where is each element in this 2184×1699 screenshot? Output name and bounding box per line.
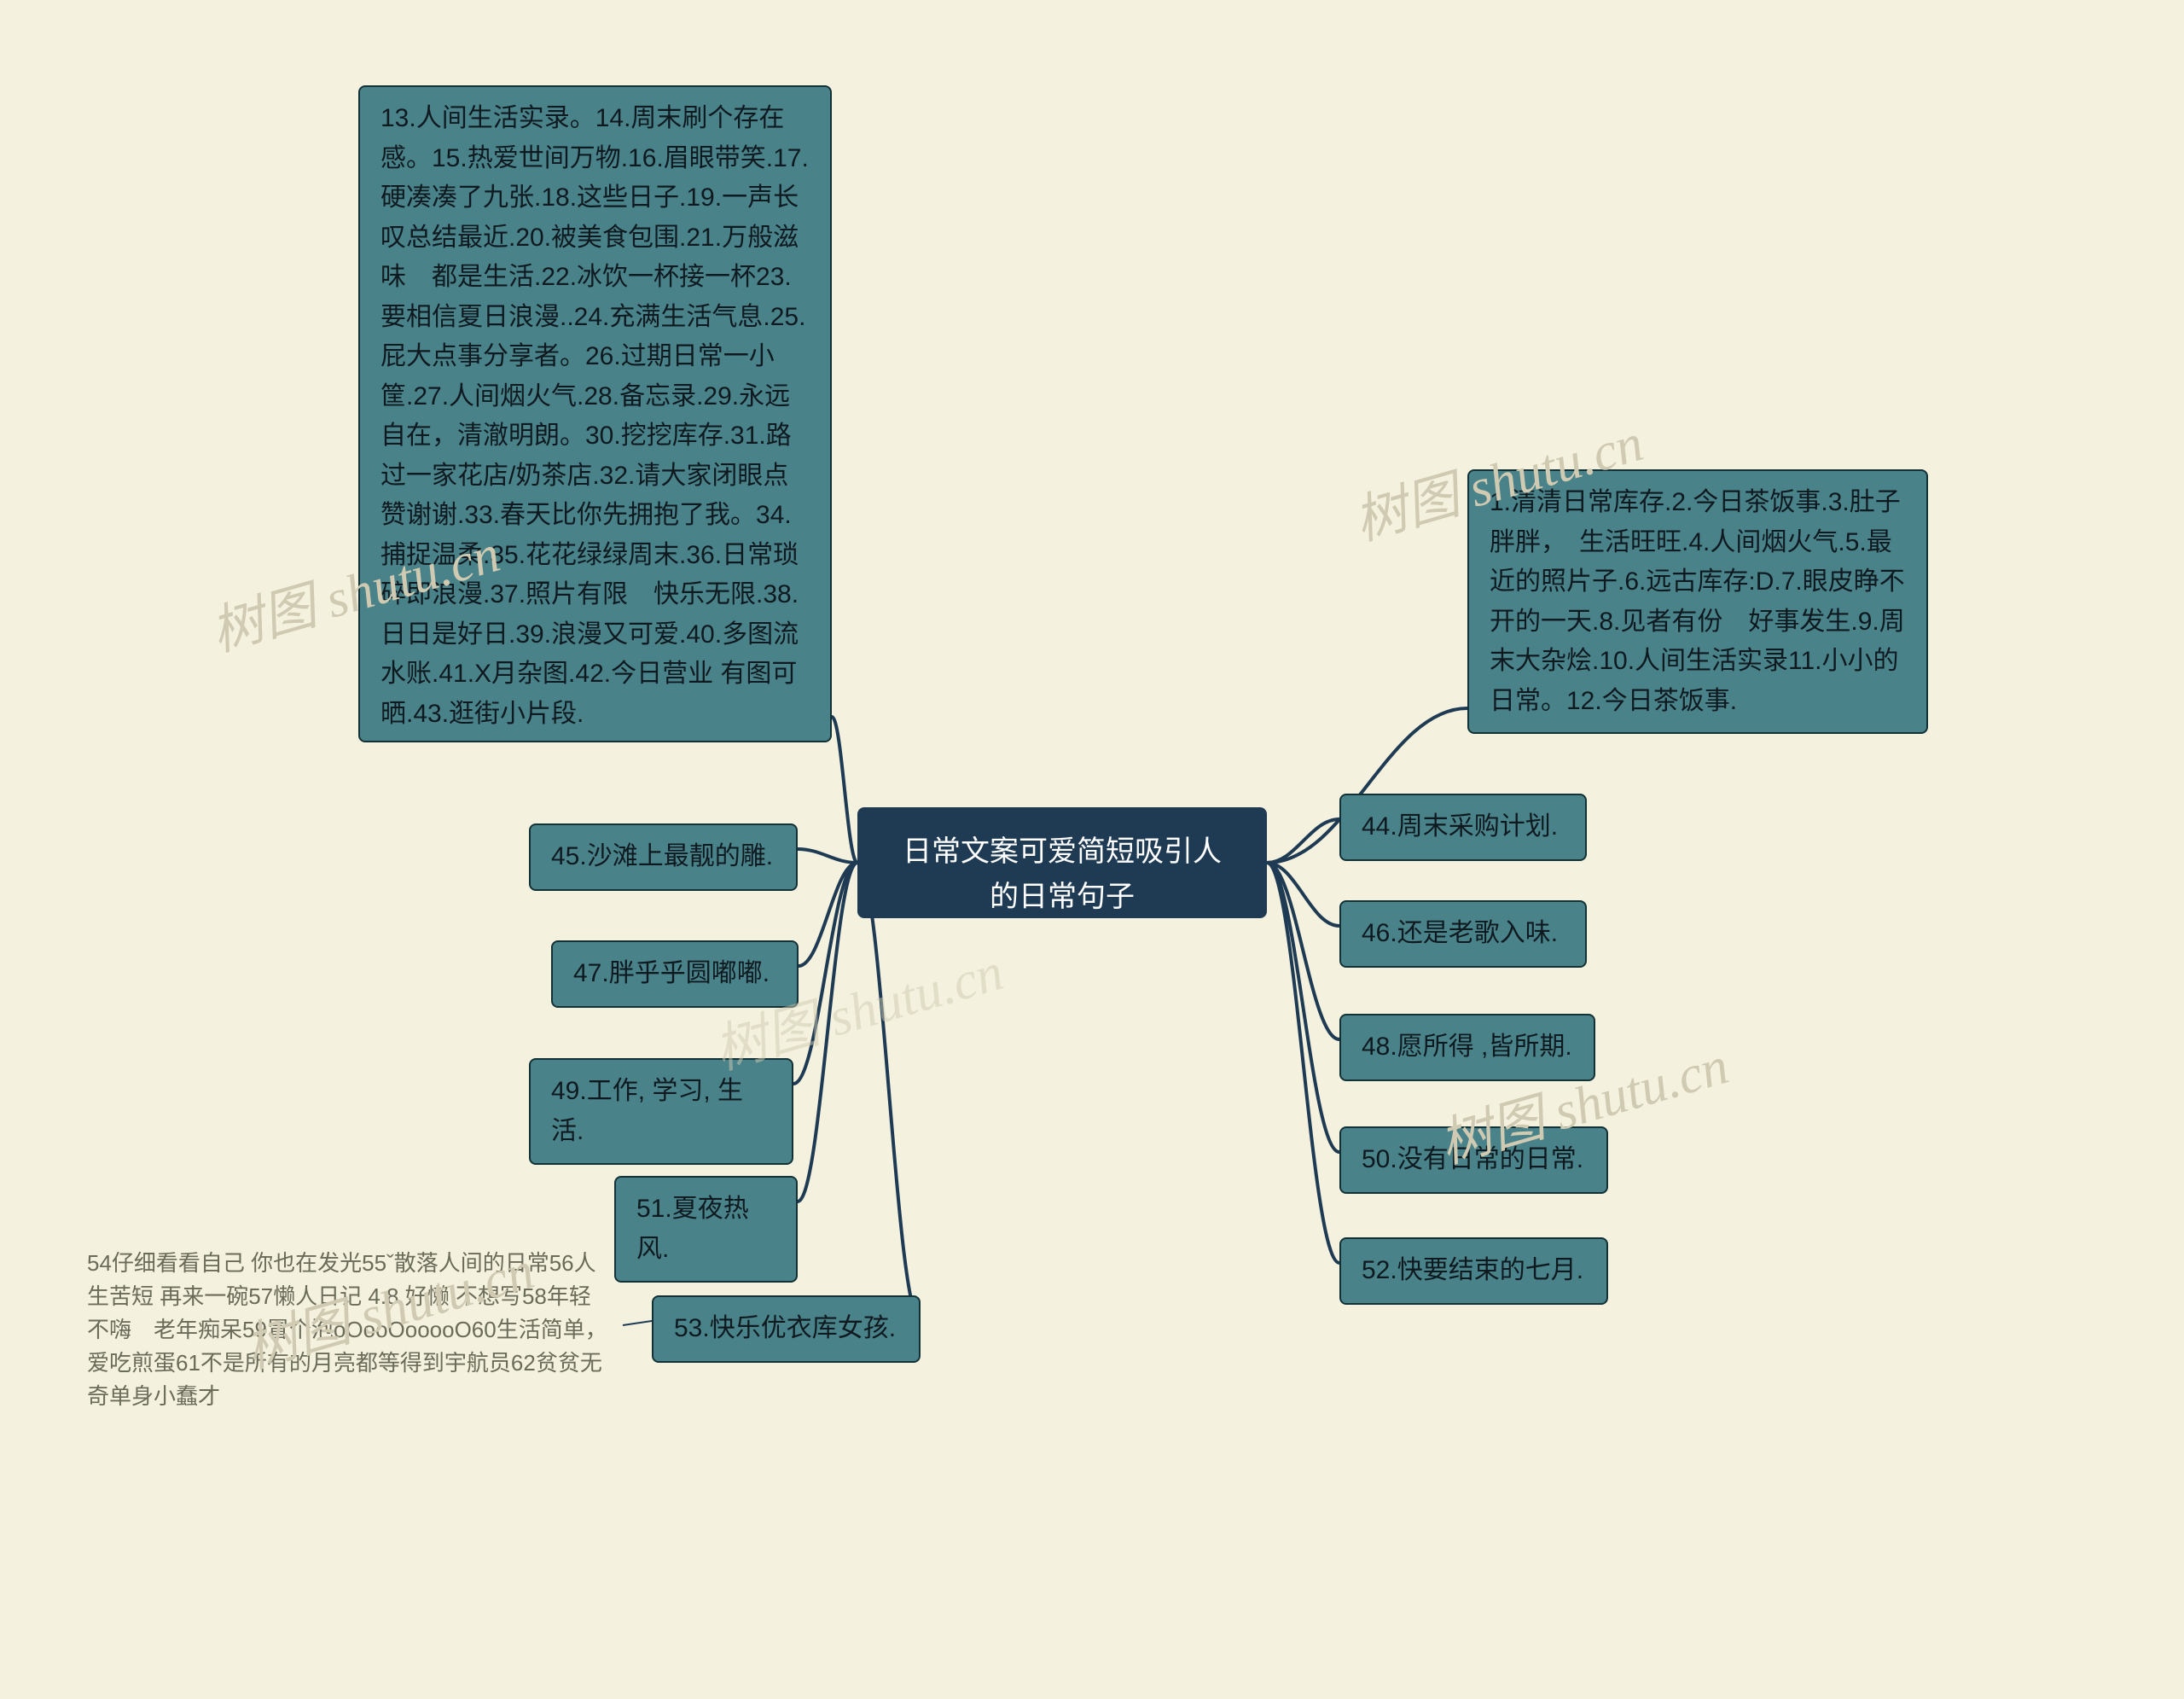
branch-node-n53[interactable]: 53.快乐优衣库女孩. — [652, 1295, 921, 1363]
branch-node-n49[interactable]: 49.工作, 学习, 生活. — [529, 1058, 793, 1165]
connector-n50 — [1267, 863, 1339, 1152]
connector-n52 — [1267, 863, 1339, 1263]
branch-node-n52[interactable]: 52.快要结束的七月. — [1339, 1237, 1608, 1305]
connector-n47 — [799, 863, 857, 966]
attach-connector-n53 — [623, 1321, 652, 1325]
branch-node-n13[interactable]: 13.人间生活实录。14.周末刷个存在感。15.热爱世间万物.16.眉眼带笑.1… — [358, 85, 832, 742]
connector-n13 — [832, 717, 857, 863]
branch-node-n47[interactable]: 47.胖乎乎圆嘟嘟. — [551, 940, 799, 1008]
connector-n45 — [798, 849, 857, 863]
connector-n49 — [793, 863, 857, 1084]
branch-node-n45[interactable]: 45.沙滩上最靓的雕. — [529, 823, 798, 891]
connector-n48 — [1267, 863, 1339, 1039]
connector-n53 — [857, 863, 921, 1321]
connector-n46 — [1267, 863, 1339, 926]
attachment-n53: 54仔细看看自己 你也在发光55ˇ散落人间的日常56人生苦短 再来一碗57懒人日… — [77, 1240, 623, 1420]
branch-node-n50[interactable]: 50.没有日常的日常. — [1339, 1126, 1608, 1194]
branch-node-n1[interactable]: 1.清清日常库存.2.今日茶饭事.3.肚子胖胖， 生活旺旺.4.人间烟火气.5.… — [1467, 469, 1928, 734]
branch-node-n46[interactable]: 46.还是老歌入味. — [1339, 900, 1587, 968]
branch-node-n51[interactable]: 51.夏夜热风. — [614, 1176, 798, 1283]
branch-node-n48[interactable]: 48.愿所得 ,皆所期. — [1339, 1014, 1595, 1081]
connector-n44 — [1267, 819, 1339, 863]
center-node[interactable]: 日常文案可爱简短吸引人 的日常句子 — [857, 807, 1267, 918]
branch-node-n44[interactable]: 44.周末采购计划. — [1339, 794, 1587, 861]
connector-n51 — [798, 863, 857, 1202]
